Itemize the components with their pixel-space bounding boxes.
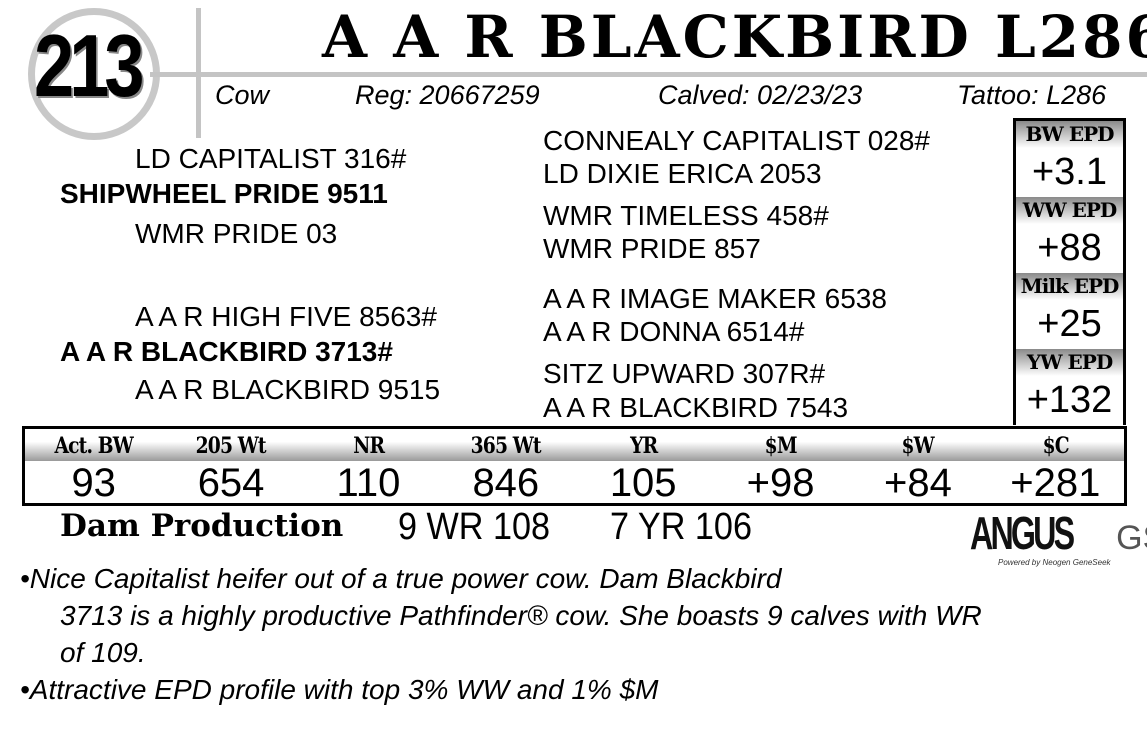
stat-label: Act. BW [54, 433, 133, 459]
sire: SHIPWHEEL PRIDE 9511 [60, 178, 388, 209]
stat-label: $W [901, 433, 935, 459]
stat-value: 93 [71, 461, 116, 505]
epd-value: +25 [1037, 303, 1102, 345]
sire-sire-sire: CONNEALY CAPITALIST 028# [543, 125, 930, 156]
tattoo: Tattoo: L286 [957, 80, 1107, 110]
dam-dam-dam: A A R BLACKBIRD 7543 [543, 392, 849, 423]
lot-number: 213 [34, 16, 145, 115]
stat-value: 105 [609, 461, 677, 505]
epd-value: +132 [1026, 379, 1113, 421]
dam-production-wr: 9 WR 108 [398, 506, 551, 548]
epd-value: +88 [1037, 227, 1102, 269]
stat-dollar-m: $M +98 [712, 429, 849, 505]
stat-act-bw: Act. BW 93 [25, 429, 162, 505]
calved-date: Calved: 02/23/23 [658, 80, 863, 110]
epd-label: Milk EPD [1016, 273, 1123, 300]
angus-gs-logo: ANGUS GS Powered by Neogen GeneSeek [970, 507, 1147, 567]
stat-label: $C [1042, 433, 1069, 459]
dam: A A R BLACKBIRD 3713# [60, 336, 393, 367]
epd-label: YW EPD [1016, 349, 1123, 376]
performance-stats-box: Act. BW 93 205 Wt 654 NR 110 365 Wt 846 YR 10… [22, 426, 1127, 506]
note-line: •Attractive EPD profile with top 3% WW a… [20, 674, 659, 705]
stat-value: +84 [884, 461, 952, 505]
sire-dam: WMR PRIDE 03 [135, 218, 338, 249]
note-line: 3713 is a highly productive Pathfinder® … [60, 600, 982, 631]
stat-value: 110 [336, 461, 401, 505]
stat-label: YR [629, 433, 658, 459]
stat-label: 365 Wt [470, 433, 542, 459]
dam-sire-sire: A A R IMAGE MAKER 6538 [543, 283, 887, 314]
registration: Reg: 20667259 [355, 80, 540, 110]
stat-dollar-c: $C +281 [987, 429, 1124, 505]
stat-label: 205 Wt [196, 433, 267, 459]
dam-dam: A A R BLACKBIRD 9515 [135, 374, 441, 405]
logo-text-gs: GS [1116, 519, 1147, 557]
note-line: of 109. [60, 637, 146, 668]
epd-value: +3.1 [1031, 151, 1108, 193]
stat-205-wt: 205 Wt 654 [162, 429, 299, 505]
epd-label: BW EPD [1016, 121, 1123, 148]
dam-production-yr: 7 YR 106 [610, 506, 752, 548]
logo-divider [196, 8, 201, 138]
dam-dam-sire: SITZ UPWARD 307R# [543, 358, 826, 389]
dam-sire-dam: A A R DONNA 6514# [543, 316, 805, 347]
note-line: •Nice Capitalist heifer out of a true po… [20, 563, 782, 594]
stats-header-band [25, 429, 1124, 461]
sex: Cow [215, 80, 270, 110]
dam-production-label: Dam Production [60, 508, 344, 544]
logo-text-angus: ANGUS [970, 507, 1075, 559]
stat-value: +281 [1010, 461, 1101, 505]
sire-dam-sire: WMR TIMELESS 458# [543, 200, 829, 231]
epd-box: BW EPD +3.1 WW EPD +88 Milk EPD +25 YW E… [1013, 118, 1126, 425]
stat-nr: NR 110 [300, 429, 437, 505]
animal-name: A A R BLACKBIRD L286 [322, 3, 1147, 71]
header-divider [150, 72, 1147, 77]
logo-tagline: Powered by Neogen GeneSeek [998, 558, 1111, 567]
stat-value: 846 [472, 461, 540, 505]
stat-label: NR [352, 433, 385, 459]
sire-sire-dam: LD DIXIE ERICA 2053 [543, 158, 822, 189]
sire-sire: LD CAPITALIST 316# [135, 143, 407, 174]
stat-value: 654 [197, 461, 265, 505]
dam-sire: A A R HIGH FIVE 8563# [135, 301, 437, 332]
stat-dollar-w: $W +84 [849, 429, 986, 505]
stat-yr: YR 105 [575, 429, 712, 505]
sire-dam-dam: WMR PRIDE 857 [543, 233, 761, 264]
stat-365-wt: 365 Wt 846 [437, 429, 574, 505]
stat-label: $M [764, 433, 798, 459]
stat-value: +98 [746, 461, 815, 505]
epd-label: WW EPD [1016, 197, 1123, 224]
